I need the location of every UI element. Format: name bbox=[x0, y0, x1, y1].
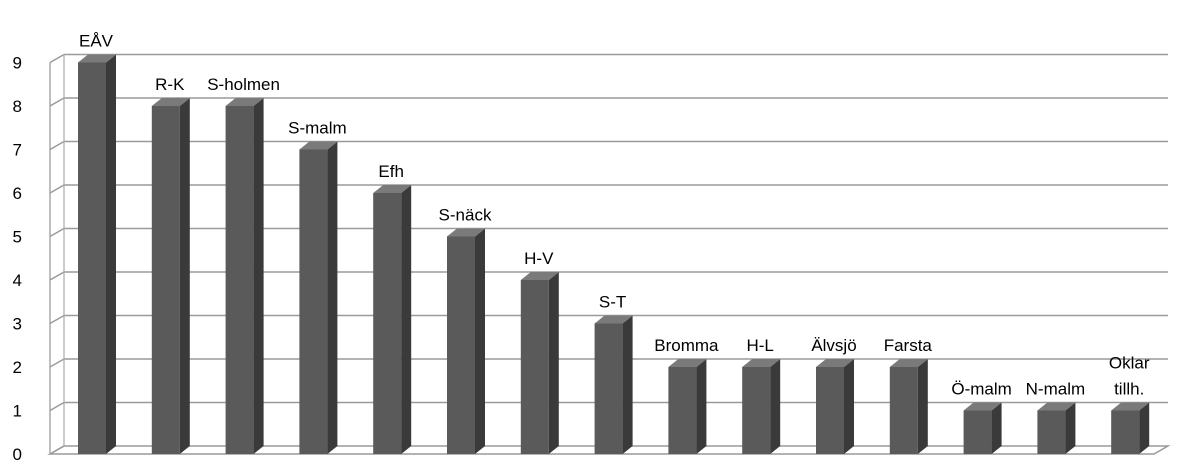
bar-top bbox=[668, 359, 707, 367]
chart-floor bbox=[47, 445, 1171, 455]
gridline-connector bbox=[49, 271, 65, 281]
bar-side bbox=[475, 228, 485, 454]
bar bbox=[373, 193, 402, 454]
bar-label: Farsta bbox=[884, 336, 933, 355]
bar bbox=[889, 367, 918, 454]
bar-label: S-malm bbox=[288, 119, 347, 138]
y-tick-label: 7 bbox=[13, 141, 22, 160]
bar bbox=[78, 62, 106, 454]
bar-label: R-K bbox=[155, 75, 185, 94]
bar-top bbox=[78, 54, 116, 63]
gridline-connector bbox=[49, 184, 65, 194]
bar-label: Efh bbox=[378, 162, 404, 181]
y-tick-label: 0 bbox=[13, 445, 22, 464]
bar-label: H-V bbox=[524, 249, 554, 268]
bar-label: Oklar tillh. bbox=[1109, 354, 1150, 399]
y-tick-label: 3 bbox=[13, 315, 22, 334]
bar-side bbox=[106, 54, 116, 454]
bar-side bbox=[917, 359, 928, 454]
bar bbox=[1037, 410, 1066, 454]
bar-top bbox=[889, 359, 928, 367]
bar-top bbox=[594, 315, 633, 324]
bar-side bbox=[1065, 402, 1076, 454]
bar-side bbox=[844, 359, 854, 454]
bar-label: EÅV bbox=[79, 32, 114, 51]
bar-label: Ö-malm bbox=[951, 380, 1011, 399]
y-tick-label: 5 bbox=[13, 228, 22, 247]
bar bbox=[594, 323, 623, 454]
bar-side bbox=[622, 315, 633, 454]
gridline-connector bbox=[49, 401, 65, 412]
bar bbox=[816, 367, 844, 454]
y-tick-label: 6 bbox=[13, 184, 22, 203]
bar-side bbox=[548, 272, 559, 454]
bar-top bbox=[1037, 402, 1076, 411]
y-tick-label: 9 bbox=[13, 54, 22, 73]
gridline-connector bbox=[49, 140, 65, 151]
bar-label: S-T bbox=[599, 293, 626, 312]
bar-top bbox=[520, 272, 559, 280]
bar-label: H-L bbox=[746, 336, 773, 355]
bar bbox=[963, 410, 992, 454]
bar bbox=[742, 367, 771, 454]
bar bbox=[299, 149, 328, 454]
bar-top bbox=[742, 359, 781, 367]
bar-top bbox=[816, 359, 854, 367]
bar-side bbox=[991, 402, 1002, 454]
bar-top bbox=[225, 98, 264, 106]
bar bbox=[225, 106, 254, 454]
bar bbox=[520, 280, 549, 454]
bar-side bbox=[770, 359, 781, 454]
bar-label: Älvsjö bbox=[811, 336, 856, 355]
y-tick-label: 1 bbox=[13, 402, 22, 421]
bar-top bbox=[963, 402, 1002, 411]
gridline-connector bbox=[49, 53, 65, 64]
bar-side bbox=[179, 98, 190, 454]
bar bbox=[668, 367, 697, 454]
bar-label: N-malm bbox=[1026, 380, 1086, 399]
gridline-connector bbox=[49, 314, 65, 325]
y-tick-label: 2 bbox=[13, 358, 22, 377]
y-tick-label: 4 bbox=[13, 271, 22, 290]
bar-top bbox=[151, 98, 190, 106]
bar-side bbox=[1139, 402, 1150, 454]
y-tick-label: 8 bbox=[13, 97, 22, 116]
bar-top bbox=[299, 141, 338, 150]
bar-label: Bromma bbox=[654, 336, 719, 355]
bar-top bbox=[373, 185, 412, 193]
bar-label: S-holmen bbox=[207, 75, 280, 94]
gridline-connector bbox=[49, 97, 65, 107]
bar-side bbox=[401, 185, 412, 454]
bar-side bbox=[327, 141, 338, 454]
bar-side bbox=[253, 98, 264, 454]
bar bbox=[151, 106, 180, 454]
bar-side bbox=[696, 359, 707, 454]
bar bbox=[447, 236, 475, 454]
bar-top bbox=[447, 228, 485, 237]
gridline-connector bbox=[49, 358, 65, 368]
bar-top bbox=[1111, 402, 1150, 411]
bar bbox=[1111, 410, 1140, 454]
gridline-connector bbox=[49, 227, 65, 238]
bar-label: S-näck bbox=[439, 206, 492, 225]
